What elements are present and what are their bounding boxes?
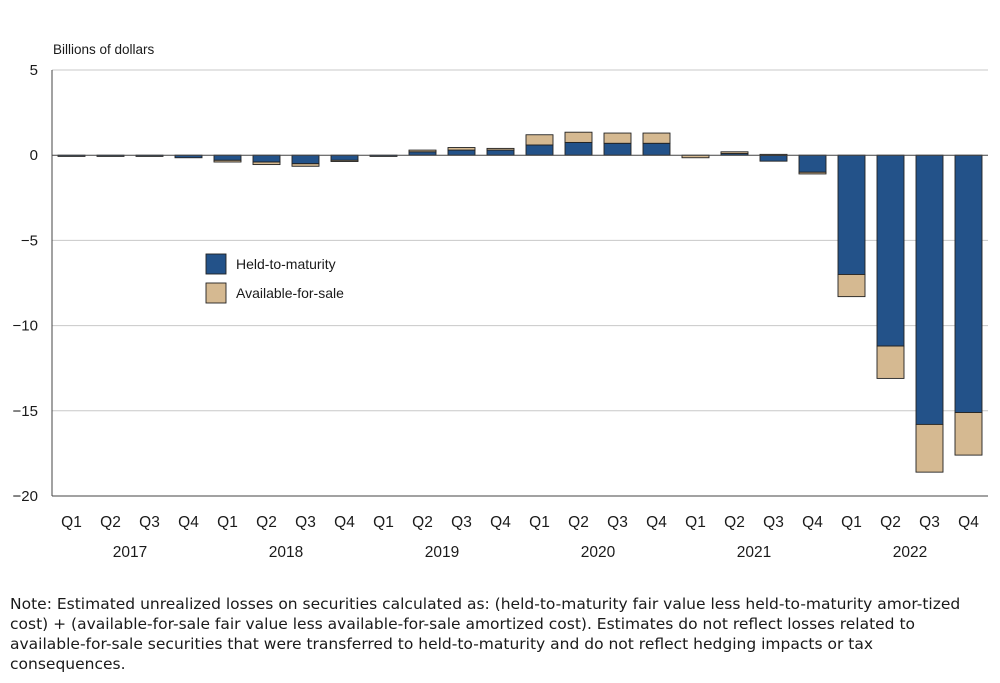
x-tick-label: Q1 — [373, 514, 394, 531]
bar-held-to-maturity — [603, 142, 632, 156]
bar-available-for-sale — [291, 163, 320, 167]
x-tick-label: Q3 — [451, 514, 472, 531]
bar-available-for-sale — [447, 147, 476, 151]
bar-available-for-sale — [252, 161, 281, 166]
legend-swatch-held-to-maturity — [205, 253, 227, 275]
bar-held-to-maturity — [564, 141, 593, 156]
bar-held-to-maturity — [213, 154, 242, 161]
y-tick-label: −10 — [13, 318, 38, 335]
bar-held-to-maturity — [642, 142, 671, 156]
bar-held-to-maturity — [447, 149, 476, 156]
y-tick-label: 0 — [30, 147, 38, 164]
x-tick-label: Q4 — [646, 514, 667, 531]
bar-available-for-sale — [642, 132, 671, 144]
y-tick-label: −20 — [13, 488, 38, 505]
bar-held-to-maturity — [252, 154, 281, 163]
year-label: 2017 — [113, 544, 147, 561]
bar-held-to-maturity — [408, 151, 437, 156]
bar-held-to-maturity — [330, 154, 359, 161]
x-tick-label: Q3 — [919, 514, 940, 531]
x-tick-label: Q3 — [295, 514, 316, 531]
bar-held-to-maturity — [291, 154, 320, 165]
bar-held-to-maturity — [486, 149, 515, 156]
bar-available-for-sale — [564, 131, 593, 143]
bar-available-for-sale — [213, 159, 242, 163]
x-tick-label: Q4 — [490, 514, 511, 531]
x-tick-label: Q2 — [568, 514, 589, 531]
x-tick-label: Q4 — [334, 514, 355, 531]
y-tick-label: −5 — [21, 232, 38, 249]
year-label: 2021 — [737, 544, 771, 561]
x-tick-label: Q3 — [763, 514, 784, 531]
stacked-bar-chart: Billions of dollars 5 0 −5 −10 −15 −20 Q1 Q2 Q3 Q… — [13, 42, 988, 561]
legend-label: Held-to-maturity — [236, 256, 336, 272]
bar-held-to-maturity — [798, 154, 827, 173]
bar-available-for-sale — [876, 345, 905, 379]
legend: Held-to-maturity Available-for-sale — [205, 253, 344, 304]
axes — [51, 70, 988, 497]
year-label: 2022 — [893, 544, 927, 561]
bar-held-to-maturity — [915, 154, 944, 425]
x-tick-label: Q1 — [685, 514, 706, 531]
bar-held-to-maturity — [837, 154, 866, 275]
x-tick-label: Q2 — [724, 514, 745, 531]
bar-available-for-sale — [525, 134, 554, 146]
x-tick-label: Q2 — [256, 514, 277, 531]
y-tick-label: 5 — [30, 62, 38, 79]
bar-held-to-maturity — [876, 154, 905, 347]
bar-available-for-sale — [798, 171, 827, 175]
bar-available-for-sale — [408, 149, 437, 153]
legend-swatch-available-for-sale — [205, 282, 227, 304]
bar-available-for-sale — [915, 423, 944, 473]
x-tick-label: Q3 — [139, 514, 160, 531]
x-tick-label: Q2 — [880, 514, 901, 531]
x-tick-label: Q1 — [61, 514, 82, 531]
footnote: Note: Estimated unrealized losses on sec… — [10, 594, 970, 674]
bar-available-for-sale — [720, 151, 749, 154]
bar-held-to-maturity — [759, 154, 788, 162]
x-tick-label: Q2 — [100, 514, 121, 531]
legend-label: Available-for-sale — [236, 285, 344, 301]
x-tick-label: Q1 — [217, 514, 238, 531]
x-tick-label: Q1 — [529, 514, 550, 531]
year-label: 2019 — [425, 544, 459, 561]
x-tick-label: Q3 — [607, 514, 628, 531]
y-tick-label: −15 — [13, 403, 38, 420]
x-tick-label: Q4 — [802, 514, 823, 531]
x-tick-label: Q4 — [958, 514, 979, 531]
bar-available-for-sale — [486, 147, 515, 151]
x-tick-label: Q1 — [841, 514, 862, 531]
bar-available-for-sale — [954, 412, 983, 456]
bars-group — [57, 131, 983, 473]
bar-available-for-sale — [837, 274, 866, 298]
y-axis-label: Billions of dollars — [53, 42, 155, 57]
bar-available-for-sale — [330, 159, 359, 162]
x-tick-label: Q4 — [178, 514, 199, 531]
year-label: 2020 — [581, 544, 616, 561]
bar-available-for-sale — [603, 132, 632, 144]
footnote-text: Note: Estimated unrealized losses on sec… — [10, 595, 961, 673]
bar-held-to-maturity — [954, 154, 983, 413]
bar-held-to-maturity — [525, 144, 554, 156]
year-label: 2018 — [269, 544, 303, 561]
x-tick-label: Q2 — [412, 514, 433, 531]
tick-labels: 5 0 −5 −10 −15 −20 Q1 Q2 Q3 Q4 Q1 Q2 Q3 Q4 Q1 Q2 Q3 Q4 Q1 Q… — [13, 62, 980, 561]
